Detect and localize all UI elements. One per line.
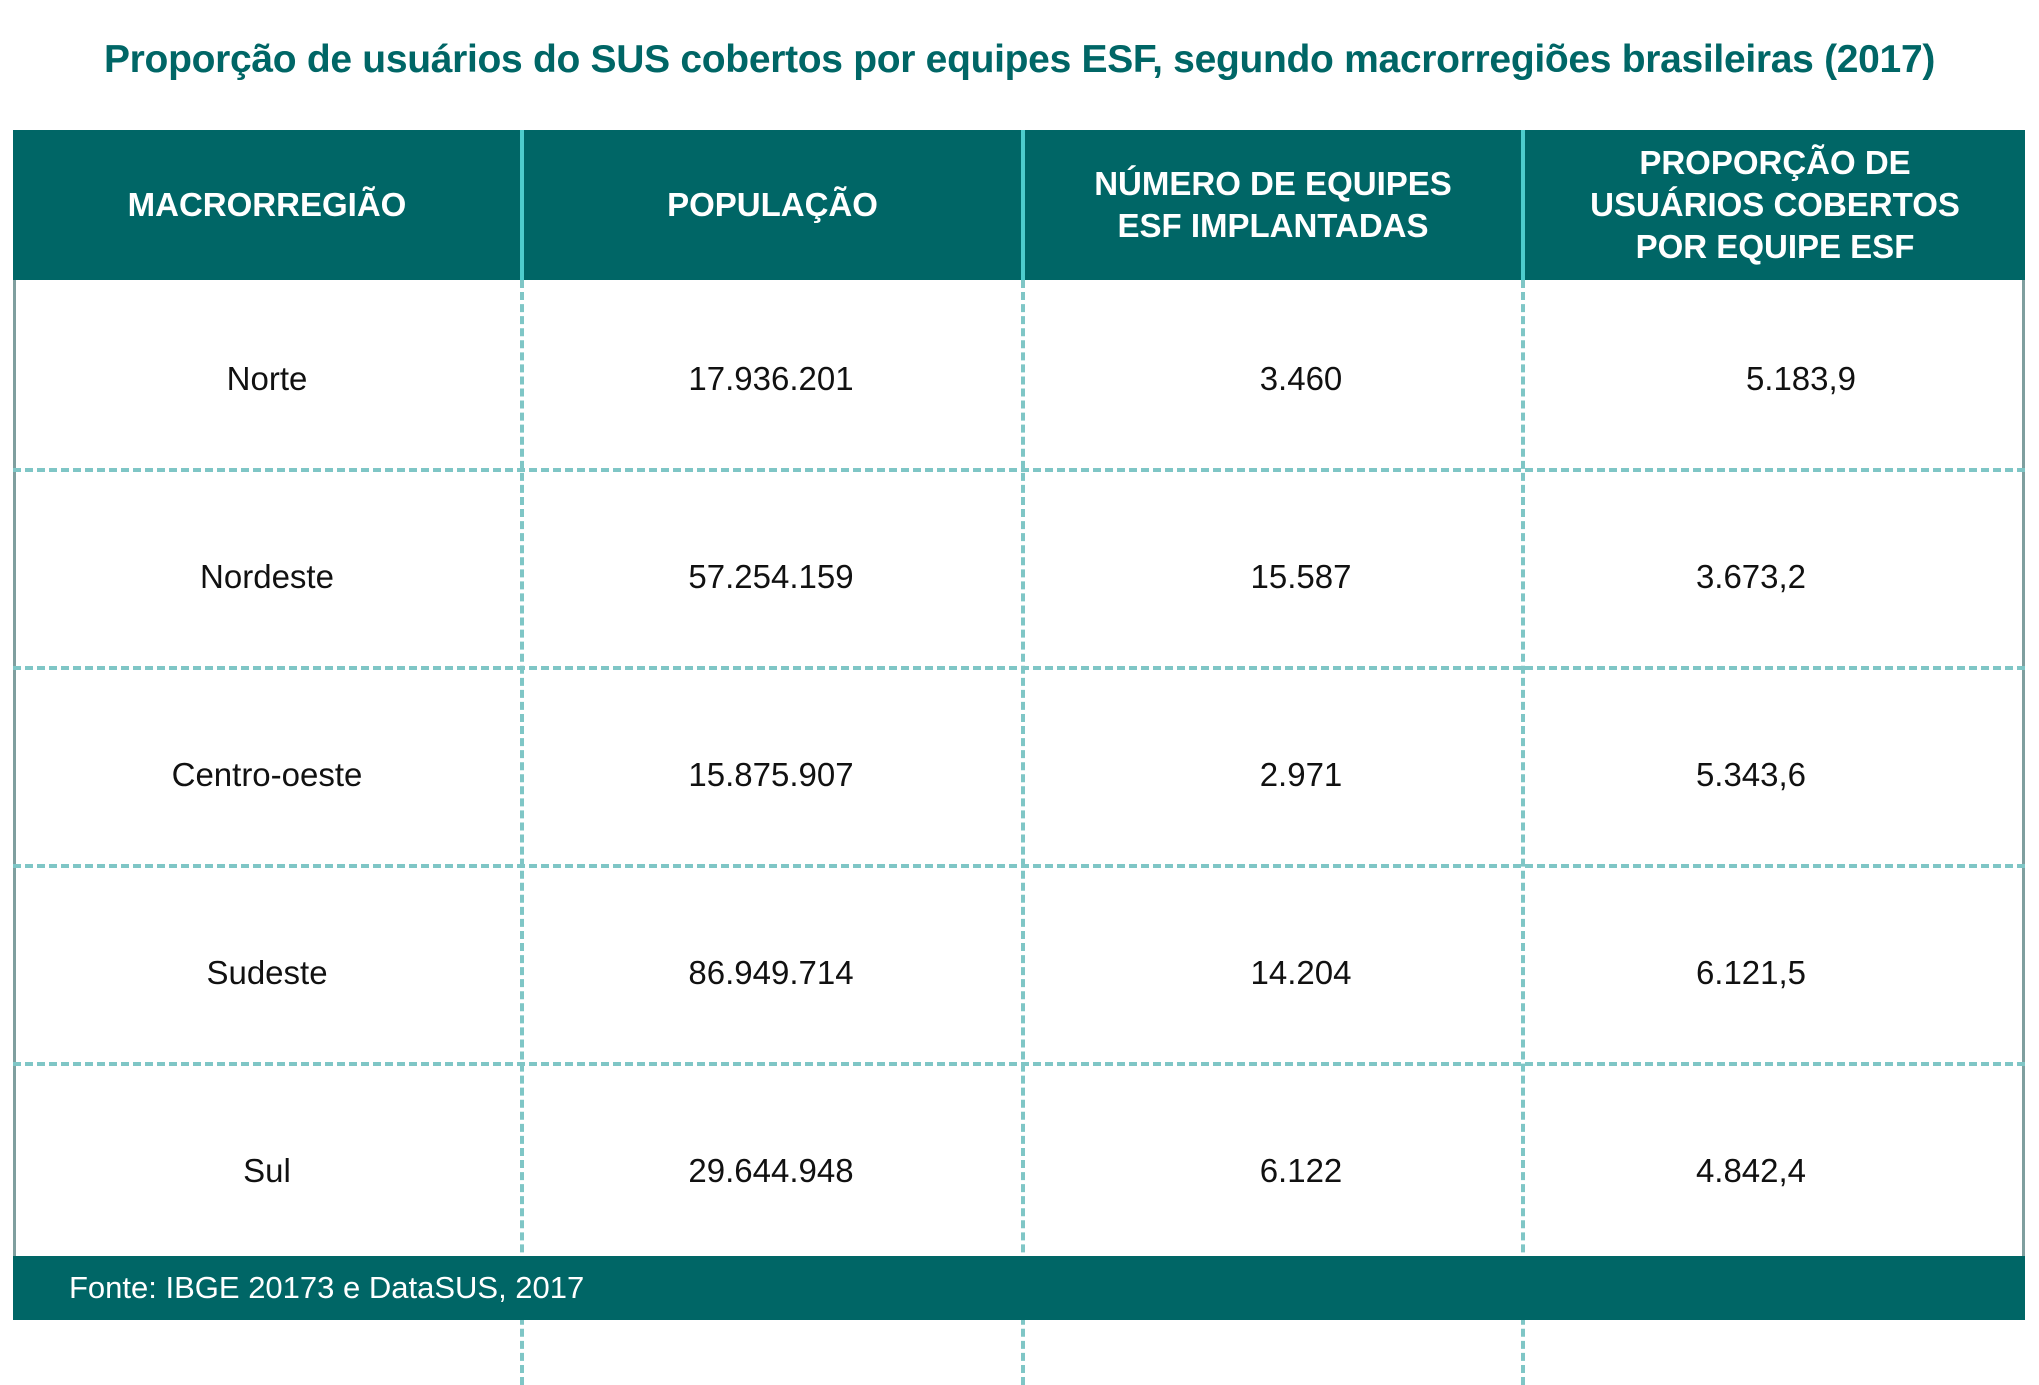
cell-populacao: 15.875.907 bbox=[688, 756, 854, 793]
cell-proporcao: 5.183,9 bbox=[1745, 360, 1857, 397]
table-row: Sudeste 86.949.714 14.204 6.121,5 bbox=[13, 874, 2025, 1072]
cell-macrorregiao: Sudeste bbox=[206, 954, 328, 991]
table-row: Norte 17.936.201 3.460 5.183,9 bbox=[13, 280, 2025, 478]
header-populacao: POPULAÇÃO bbox=[667, 186, 878, 223]
table-title: Proporção de usuários do SUS cobertos po… bbox=[103, 38, 1936, 81]
row-divider bbox=[13, 666, 2025, 670]
cell-numero-equipes: 2.971 bbox=[1259, 756, 1343, 793]
coverage-table: MACRORREGIÃO POPULAÇÃO NÚMERO DE EQUIPES… bbox=[13, 130, 2025, 1385]
column-divider bbox=[520, 280, 524, 1385]
cell-proporcao: 3.673,2 bbox=[1695, 558, 1807, 595]
column-divider bbox=[1521, 280, 1525, 1385]
cell-macrorregiao: Centro-oeste bbox=[171, 756, 363, 793]
cell-macrorregiao: Nordeste bbox=[200, 558, 334, 595]
cell-macrorregiao: Sul bbox=[243, 1152, 291, 1189]
cell-numero-equipes: 3.460 bbox=[1259, 360, 1343, 397]
column-divider bbox=[1021, 280, 1025, 1385]
table-footer: Fonte: IBGE 20173 e DataSUS, 2017 bbox=[13, 1256, 2025, 1320]
table-header: MACRORREGIÃO POPULAÇÃO NÚMERO DE EQUIPES… bbox=[13, 130, 2025, 280]
cell-populacao: 57.254.159 bbox=[688, 558, 854, 595]
cell-proporcao: 6.121,5 bbox=[1695, 954, 1807, 991]
cell-populacao: 86.949.714 bbox=[688, 954, 854, 991]
cell-numero-equipes: 14.204 bbox=[1250, 954, 1352, 991]
cell-proporcao: 5.343,6 bbox=[1695, 756, 1807, 793]
table-row: Sul 29.644.948 6.122 4.842,4 bbox=[13, 1072, 2025, 1270]
row-divider bbox=[13, 468, 2025, 472]
cell-populacao: 29.644.948 bbox=[688, 1152, 854, 1189]
cell-proporcao: 4.842,4 bbox=[1695, 1152, 1807, 1189]
table-row: Nordeste 57.254.159 15.587 3.673,2 bbox=[13, 478, 2025, 676]
header-separator bbox=[1521, 130, 1525, 280]
table-row: Centro-oeste 15.875.907 2.971 5.343,6 bbox=[13, 676, 2025, 874]
cell-numero-equipes: 6.122 bbox=[1259, 1152, 1343, 1189]
source-note: Fonte: IBGE 20173 e DataSUS, 2017 bbox=[69, 1270, 585, 1305]
header-separator bbox=[520, 130, 524, 280]
cell-populacao: 17.936.201 bbox=[688, 360, 854, 397]
row-divider bbox=[13, 1062, 2025, 1066]
header-separator bbox=[1021, 130, 1025, 280]
header-proporcao-usuarios: PROPORÇÃO DE USUÁRIOS COBERTOS POR EQUIP… bbox=[1590, 144, 1960, 265]
header-numero-equipes: NÚMERO DE EQUIPES ESF IMPLANTADAS bbox=[1094, 165, 1452, 244]
row-divider bbox=[13, 864, 2025, 868]
header-macrorregiao: MACRORREGIÃO bbox=[127, 186, 407, 223]
cell-numero-equipes: 15.587 bbox=[1250, 558, 1352, 595]
cell-macrorregiao: Norte bbox=[226, 360, 308, 397]
